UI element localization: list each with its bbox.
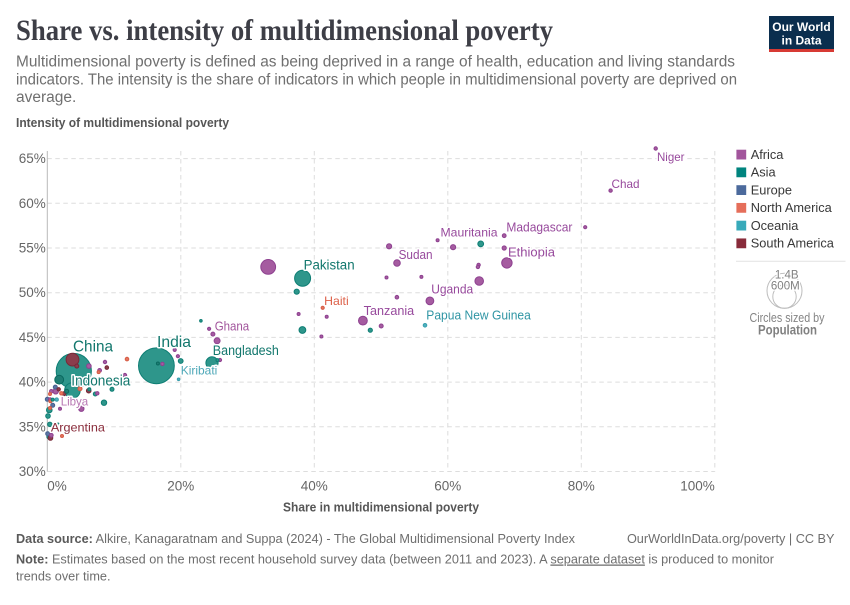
svg-text:Chad: Chad: [612, 177, 640, 191]
svg-text:South America: South America: [751, 236, 835, 251]
svg-text:Ghana: Ghana: [215, 319, 250, 333]
svg-text:Tanzania: Tanzania: [364, 304, 415, 318]
svg-text:60%: 60%: [19, 196, 46, 211]
svg-text:Ethiopia: Ethiopia: [508, 246, 555, 260]
svg-text:average.: average.: [16, 89, 76, 106]
svg-text:1.4B: 1.4B: [775, 270, 799, 282]
svg-text:30%: 30%: [19, 464, 46, 479]
svg-text:Africa: Africa: [751, 147, 785, 162]
svg-text:Uganda: Uganda: [431, 283, 473, 297]
svg-text:100%: 100%: [680, 479, 715, 494]
svg-text:Madagascar: Madagascar: [506, 221, 572, 235]
svg-text:Libya: Libya: [61, 395, 89, 409]
svg-text:Sudan: Sudan: [399, 248, 433, 262]
svg-text:Population: Population: [758, 323, 817, 338]
svg-text:60%: 60%: [434, 479, 461, 494]
svg-text:65%: 65%: [19, 151, 46, 166]
svg-text:Multidimensional poverty is de: Multidimensional poverty is defined as b…: [16, 54, 735, 71]
svg-text:Papua New Guinea: Papua New Guinea: [426, 309, 531, 323]
svg-text:0%: 0%: [47, 479, 67, 494]
svg-text:55%: 55%: [19, 241, 46, 256]
svg-text:Share in multidimensional pove: Share in multidimensional poverty: [283, 500, 480, 515]
svg-text:Bangladesh: Bangladesh: [213, 343, 279, 358]
svg-text:Circles sized by: Circles sized by: [750, 311, 826, 325]
svg-text:35%: 35%: [19, 419, 46, 434]
svg-text:40%: 40%: [19, 375, 46, 390]
svg-text:India: India: [157, 334, 191, 351]
svg-text:600M: 600M: [771, 281, 800, 293]
svg-text:Haiti: Haiti: [324, 294, 349, 308]
svg-text:trends over time.: trends over time.: [16, 570, 111, 584]
svg-text:40%: 40%: [301, 479, 328, 494]
svg-text:Mauritania: Mauritania: [441, 226, 498, 240]
svg-text:China: China: [73, 339, 113, 356]
svg-text:Share vs. intensity of multidi: Share vs. intensity of multidimensional …: [16, 14, 553, 47]
svg-text:Intensity of multidimensional: Intensity of multidimensional poverty: [16, 115, 230, 130]
svg-text:Europe: Europe: [751, 182, 792, 197]
svg-text:Our World: Our World: [772, 20, 830, 34]
svg-text:Note: Estimates based on the m: Note: Estimates based on the most recent…: [16, 553, 775, 567]
svg-text:Niger: Niger: [657, 150, 685, 164]
svg-text:80%: 80%: [568, 479, 595, 494]
svg-text:Kiribati: Kiribati: [181, 364, 218, 378]
svg-text:Argentina: Argentina: [51, 421, 105, 435]
svg-text:indicators. The intensity is t: indicators. The intensity is the share o…: [16, 71, 737, 88]
svg-text:Indonesia: Indonesia: [71, 373, 131, 390]
svg-text:Asia: Asia: [751, 165, 777, 180]
svg-text:Data source: Alkire, Kanagarat: Data source: Alkire, Kanagaratnam and Su…: [16, 532, 576, 546]
svg-text:in Data: in Data: [781, 34, 821, 48]
svg-text:20%: 20%: [167, 479, 194, 494]
svg-text:Pakistan: Pakistan: [304, 258, 355, 273]
svg-text:Oceania: Oceania: [751, 218, 800, 233]
svg-text:50%: 50%: [19, 285, 46, 300]
svg-text:North America: North America: [751, 200, 833, 215]
svg-text:45%: 45%: [19, 330, 46, 345]
svg-text:OurWorldInData.org/poverty | C: OurWorldInData.org/poverty | CC BY: [627, 532, 835, 546]
